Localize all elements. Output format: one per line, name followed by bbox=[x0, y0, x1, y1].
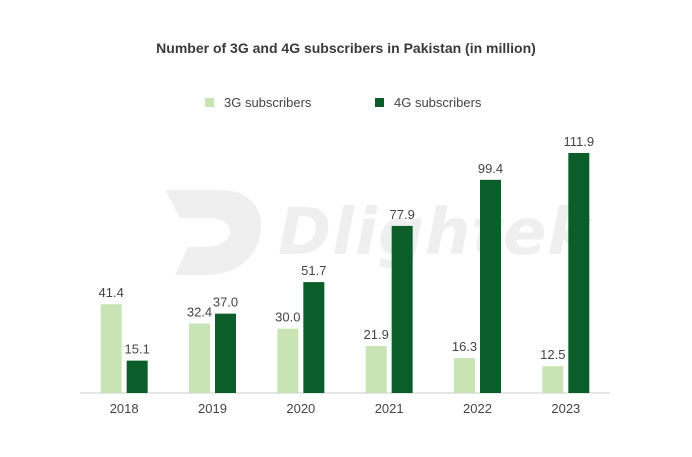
data-label-3g-2022: 16.3 bbox=[452, 339, 477, 354]
data-label-3g-2019: 32.4 bbox=[187, 305, 212, 320]
data-label-4g-2020: 51.7 bbox=[301, 263, 326, 278]
bar-3g-2019 bbox=[189, 323, 210, 393]
bar-4g-2019 bbox=[215, 313, 236, 393]
data-label-4g-2022: 99.4 bbox=[478, 161, 503, 176]
data-label-4g-2021: 77.9 bbox=[390, 207, 415, 222]
data-label-4g-2019: 37.0 bbox=[213, 295, 238, 310]
chart-title: Number of 3G and 4G subscribers in Pakis… bbox=[156, 40, 536, 56]
x-tick-label-2019: 2019 bbox=[198, 401, 227, 416]
x-tick-label-2020: 2020 bbox=[286, 401, 315, 416]
data-label-4g-2018: 15.1 bbox=[125, 342, 150, 357]
bar-4g-2018 bbox=[126, 360, 148, 393]
x-tick-label-2023: 2023 bbox=[551, 401, 580, 416]
data-label-3g-2020: 30.0 bbox=[275, 310, 300, 325]
data-label-3g-2023: 12.5 bbox=[540, 347, 565, 362]
legend-swatch-3g bbox=[205, 98, 214, 107]
bar-4g-2020 bbox=[303, 282, 325, 393]
bar-4g-2022 bbox=[480, 179, 501, 393]
data-label-4g-2023: 111.9 bbox=[564, 134, 595, 149]
bar-3g-2021 bbox=[365, 346, 387, 393]
data-label-3g-2021: 21.9 bbox=[364, 327, 389, 342]
bar-3g-2023 bbox=[542, 366, 564, 393]
bar-3g-2018 bbox=[100, 304, 122, 393]
data-label-3g-2018: 41.4 bbox=[99, 285, 124, 300]
legend-item-4g: 4G subscribers bbox=[375, 95, 481, 110]
x-tick-label-2021: 2021 bbox=[375, 401, 404, 416]
legend-swatch-4g bbox=[375, 98, 384, 107]
legend-label-4g: 4G subscribers bbox=[394, 95, 482, 110]
x-tick-label-2018: 2018 bbox=[110, 401, 139, 416]
bar-3g-2020 bbox=[277, 328, 299, 393]
legend-label-3g: 3G subscribers bbox=[224, 95, 312, 110]
legend-item-3g: 3G subscribers bbox=[205, 95, 311, 110]
bar-4g-2023 bbox=[568, 153, 590, 393]
x-tick-label-2022: 2022 bbox=[463, 401, 492, 416]
bar-4g-2021 bbox=[391, 225, 413, 393]
chart-legend: 3G subscribers 4G subscribers bbox=[0, 95, 692, 113]
bar-3g-2022 bbox=[454, 358, 475, 393]
